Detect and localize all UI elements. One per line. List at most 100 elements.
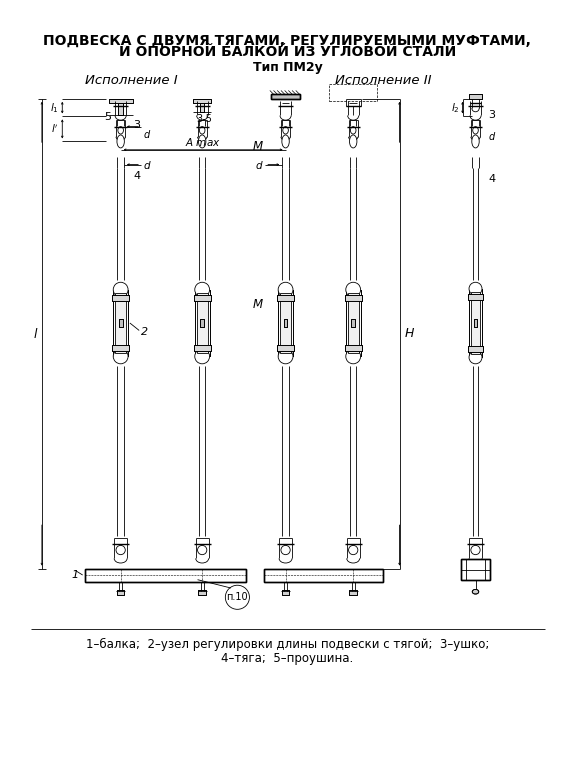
Bar <box>469 94 482 99</box>
Text: Тип ПМ2у: Тип ПМ2у <box>252 61 323 73</box>
Text: $l_2$: $l_2$ <box>451 100 460 114</box>
Text: 3: 3 <box>489 110 496 120</box>
Bar <box>277 346 294 351</box>
Bar <box>351 319 355 327</box>
Bar <box>271 94 300 99</box>
Bar <box>85 569 246 581</box>
Bar <box>468 346 483 352</box>
Ellipse shape <box>472 589 479 594</box>
Text: 4: 4 <box>489 175 496 185</box>
Text: 1: 1 <box>72 570 79 580</box>
Bar <box>119 319 122 327</box>
Bar <box>264 569 383 581</box>
Bar <box>200 319 204 327</box>
Text: 3: 3 <box>133 120 141 130</box>
Text: $M$: $M$ <box>251 140 263 152</box>
Bar <box>117 590 124 594</box>
Bar <box>271 94 300 99</box>
Text: $l$: $l$ <box>33 327 38 341</box>
Bar <box>113 290 128 356</box>
Bar <box>264 569 383 581</box>
Bar <box>461 560 490 580</box>
Text: И ОПОРНОЙ БАЛКОЙ ИЗ УГЛОВОЙ СТАЛИ: И ОПОРНОЙ БАЛКОЙ ИЗ УГЛОВОЙ СТАЛИ <box>119 46 456 60</box>
Text: $l_1$: $l_1$ <box>49 100 59 114</box>
Text: 3-5: 3-5 <box>196 114 212 124</box>
Bar <box>200 103 204 112</box>
Ellipse shape <box>278 282 293 297</box>
Bar <box>471 292 480 353</box>
Bar <box>346 290 361 356</box>
Text: $H$: $H$ <box>404 327 415 340</box>
Text: $A$ max: $A$ max <box>185 136 221 148</box>
Ellipse shape <box>278 349 293 364</box>
Bar <box>468 295 483 300</box>
Bar <box>112 346 129 351</box>
Ellipse shape <box>469 282 482 295</box>
Text: 4–тяга;  5–проушина.: 4–тяга; 5–проушина. <box>221 652 354 665</box>
Text: 4: 4 <box>133 171 141 181</box>
Bar <box>277 346 294 351</box>
Bar <box>198 590 206 594</box>
Bar <box>194 346 210 351</box>
Ellipse shape <box>346 349 361 364</box>
Bar <box>109 99 133 104</box>
Bar <box>115 294 126 352</box>
Text: $d$: $d$ <box>143 128 151 140</box>
Bar <box>194 295 210 301</box>
Bar <box>468 346 483 352</box>
Ellipse shape <box>469 351 482 364</box>
Text: 5: 5 <box>104 112 111 122</box>
Bar <box>345 295 362 301</box>
Ellipse shape <box>195 282 210 297</box>
Bar <box>194 295 210 301</box>
Bar <box>113 290 128 356</box>
Bar <box>469 289 482 357</box>
Text: ПОДВЕСКА С ДВУМЯ ТЯГАМИ, РЕГУЛИРУЕМЫМИ МУФТАМИ,: ПОДВЕСКА С ДВУМЯ ТЯГАМИ, РЕГУЛИРУЕМЫМИ М… <box>44 33 531 47</box>
Bar <box>195 290 210 356</box>
Bar <box>282 590 289 594</box>
Text: $d$: $d$ <box>489 130 497 142</box>
Bar <box>350 590 357 594</box>
Bar <box>278 290 293 356</box>
Bar <box>197 294 208 352</box>
Ellipse shape <box>113 349 128 364</box>
Bar <box>85 569 246 581</box>
Bar <box>198 590 206 594</box>
Bar <box>112 346 129 351</box>
Bar <box>194 346 210 351</box>
Bar <box>474 319 477 327</box>
Bar <box>278 290 293 356</box>
Bar <box>282 590 289 594</box>
Bar <box>345 346 362 351</box>
Text: Исполнение II: Исполнение II <box>335 73 431 87</box>
Ellipse shape <box>198 135 206 148</box>
Bar <box>469 289 482 357</box>
Text: $d$: $d$ <box>255 158 263 171</box>
Ellipse shape <box>350 135 357 148</box>
Bar <box>345 346 362 351</box>
Bar <box>345 295 362 301</box>
Bar <box>280 294 291 352</box>
Bar <box>118 104 123 114</box>
Ellipse shape <box>113 282 128 297</box>
Text: п.10: п.10 <box>227 592 248 602</box>
Bar <box>277 295 294 301</box>
Bar <box>346 290 361 356</box>
Bar <box>329 84 377 100</box>
Text: $d$: $d$ <box>143 158 151 171</box>
Bar <box>112 295 129 301</box>
Bar <box>118 104 123 114</box>
Bar <box>468 295 483 300</box>
Bar <box>200 319 204 327</box>
Bar <box>283 319 288 327</box>
Bar <box>461 560 490 580</box>
Text: $M$: $M$ <box>251 298 263 311</box>
Bar <box>117 590 124 594</box>
Ellipse shape <box>117 135 124 148</box>
Ellipse shape <box>472 135 479 148</box>
Bar <box>469 94 482 99</box>
Bar <box>348 294 359 352</box>
Bar <box>283 319 288 327</box>
Ellipse shape <box>282 135 289 148</box>
Text: Исполнение I: Исполнение I <box>85 73 177 87</box>
